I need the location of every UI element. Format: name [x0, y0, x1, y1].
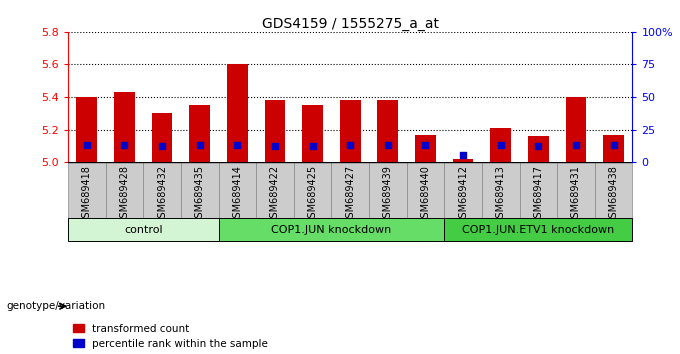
Bar: [152, 113, 173, 162]
Bar: [256, 162, 294, 218]
Bar: [557, 162, 595, 218]
Point: [571, 142, 581, 148]
Point: [156, 143, 167, 149]
Bar: [294, 162, 331, 218]
Point: [232, 142, 243, 148]
Bar: [218, 218, 444, 241]
Text: control: control: [124, 224, 163, 235]
Text: GSM689417: GSM689417: [533, 165, 543, 224]
Point: [307, 143, 318, 149]
Bar: [68, 218, 218, 241]
Text: genotype/variation: genotype/variation: [7, 301, 106, 311]
Bar: [340, 101, 360, 162]
Text: GSM689432: GSM689432: [157, 165, 167, 224]
Bar: [143, 162, 181, 218]
Text: COP1.JUN knockdown: COP1.JUN knockdown: [271, 224, 392, 235]
Bar: [218, 162, 256, 218]
Point: [533, 143, 544, 149]
Bar: [453, 159, 473, 162]
Bar: [76, 97, 97, 162]
Point: [608, 142, 619, 148]
Bar: [369, 162, 407, 218]
Legend: transformed count, percentile rank within the sample: transformed count, percentile rank withi…: [73, 324, 268, 349]
Text: GSM689428: GSM689428: [120, 165, 129, 224]
Point: [345, 142, 356, 148]
Bar: [407, 162, 444, 218]
Title: GDS4159 / 1555275_a_at: GDS4159 / 1555275_a_at: [262, 17, 439, 31]
Text: GSM689439: GSM689439: [383, 165, 393, 224]
Text: GSM689413: GSM689413: [496, 165, 506, 224]
Point: [458, 152, 469, 158]
Bar: [189, 105, 210, 162]
Point: [495, 142, 506, 148]
Bar: [68, 162, 105, 218]
Bar: [331, 162, 369, 218]
Point: [194, 142, 205, 148]
Bar: [482, 162, 520, 218]
Text: GSM689431: GSM689431: [571, 165, 581, 224]
Text: GSM689414: GSM689414: [233, 165, 242, 224]
Point: [420, 142, 431, 148]
Bar: [181, 162, 218, 218]
Bar: [105, 162, 143, 218]
Point: [269, 143, 280, 149]
Bar: [302, 105, 323, 162]
Text: GSM689435: GSM689435: [194, 165, 205, 224]
Bar: [444, 162, 482, 218]
Bar: [114, 92, 135, 162]
Bar: [444, 218, 632, 241]
Point: [119, 142, 130, 148]
Bar: [227, 64, 248, 162]
Bar: [490, 128, 511, 162]
Bar: [528, 136, 549, 162]
Point: [382, 142, 393, 148]
Point: [82, 142, 92, 148]
Text: GSM689440: GSM689440: [420, 165, 430, 224]
Bar: [566, 97, 586, 162]
Text: GSM689422: GSM689422: [270, 165, 280, 224]
Bar: [377, 101, 398, 162]
Text: GSM689438: GSM689438: [609, 165, 619, 224]
Text: GSM689418: GSM689418: [82, 165, 92, 224]
Bar: [595, 162, 632, 218]
Bar: [520, 162, 557, 218]
Text: GSM689427: GSM689427: [345, 165, 355, 224]
Bar: [265, 101, 286, 162]
Text: COP1.JUN.ETV1 knockdown: COP1.JUN.ETV1 knockdown: [462, 224, 615, 235]
Bar: [603, 135, 624, 162]
Text: GSM689412: GSM689412: [458, 165, 468, 224]
Text: GSM689425: GSM689425: [307, 165, 318, 224]
Bar: [415, 135, 436, 162]
